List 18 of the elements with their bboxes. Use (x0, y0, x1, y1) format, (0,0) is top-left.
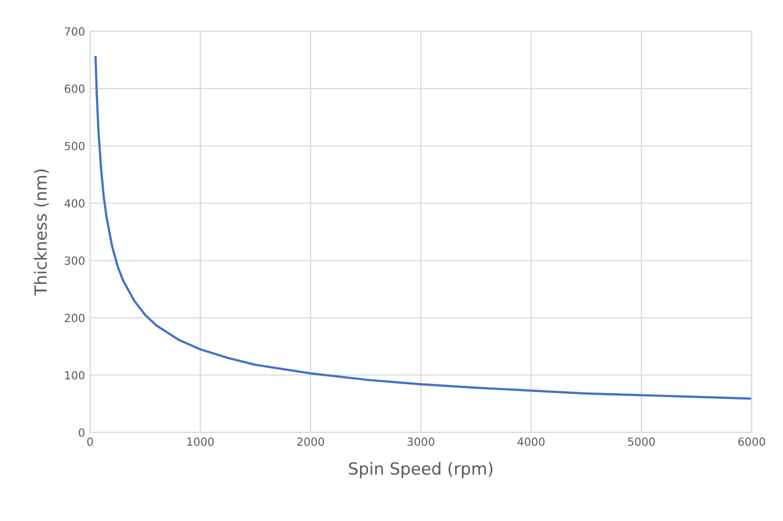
y-tick-label: 600 (64, 84, 84, 93)
x-tick-label: 6000 (738, 437, 766, 446)
y-tick-label: 400 (64, 199, 84, 208)
y-tick-label: 300 (64, 256, 84, 265)
y-axis-title: Thickness (nm) (34, 170, 49, 296)
x-axis-title: Spin Speed (rpm) (349, 462, 492, 478)
y-tick-label: 100 (65, 371, 84, 380)
y-tick-label: 200 (64, 314, 84, 322)
x-tick-label: 4000 (518, 437, 545, 446)
y-tick-label: 500 (64, 142, 84, 150)
x-tick-label: 2000 (297, 437, 324, 446)
y-tick-label: 700 (64, 27, 84, 36)
x-tick-label: 5000 (628, 437, 655, 446)
line-series (94, 56, 752, 400)
x-tick-label: 0 (87, 437, 93, 446)
y-tick-label: 0 (78, 428, 84, 437)
x-tick-label: 3000 (408, 437, 434, 446)
x-tick-label: 1000 (187, 437, 214, 446)
